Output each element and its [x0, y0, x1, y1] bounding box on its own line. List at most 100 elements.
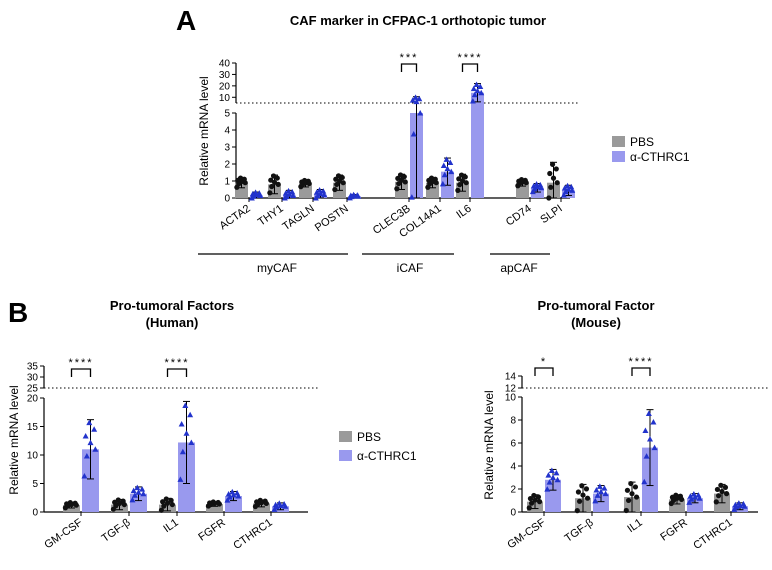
replicate-point [216, 501, 222, 507]
bar-treated-tgf [593, 493, 609, 512]
replicate-point [187, 411, 194, 418]
panel-b-legend-pbs-swatch [339, 431, 352, 442]
replicate-point [130, 487, 137, 494]
replicate-point [594, 492, 601, 498]
y-tick-label: 10 [219, 93, 231, 104]
significance-label-gm-csf: **** [68, 357, 93, 369]
replicate-point [647, 436, 653, 442]
x-tick-label-il1: IL1 [625, 517, 644, 536]
replicate-point [560, 191, 567, 198]
x-tick-label-gm-csf: GM-CSF [42, 516, 85, 551]
y-tick-label: 3 [224, 143, 230, 154]
replicate-point [394, 186, 400, 192]
replicate-point [478, 89, 485, 96]
replicate-point [688, 496, 695, 502]
x-tick-label-il1: IL1 [161, 517, 180, 536]
x-tick-label-cthrc1: CTHRC1 [691, 517, 734, 552]
replicate-point [409, 97, 416, 103]
y-tick-label: 12 [505, 384, 517, 395]
y-tick-label: 4 [224, 126, 230, 137]
y-tick-label: 2 [224, 160, 230, 171]
replicate-point [286, 191, 293, 197]
panel-a-legend-pbs-swatch [612, 136, 625, 147]
replicate-point [474, 87, 481, 94]
replicate-point [457, 182, 463, 188]
replicate-point [242, 180, 248, 186]
y-tick-label: 20 [219, 81, 231, 92]
replicate-point [140, 490, 147, 497]
replicate-point [473, 81, 480, 87]
replicate-point [441, 171, 448, 178]
replicate-point [285, 187, 292, 194]
replicate-point [396, 180, 402, 187]
replicate-point [641, 478, 648, 485]
replicate-point [517, 180, 523, 187]
bar-pbs-fgfr [206, 504, 223, 512]
bar-treated-gm-csf [545, 479, 561, 512]
significance-bracket-gm-csf [70, 368, 92, 377]
replicate-point [623, 507, 629, 514]
replicate-point [416, 95, 423, 102]
replicate-point [678, 496, 685, 502]
replicate-point [455, 187, 461, 193]
replicate-point [65, 503, 71, 509]
replicate-point [529, 188, 536, 195]
x-tick-label-acta2: ACTA2 [217, 203, 252, 233]
group-label-apcaf: apCAF [500, 261, 537, 275]
replicate-point [686, 499, 693, 505]
replicate-point [550, 175, 557, 181]
significance-label-il6: **** [457, 52, 482, 64]
replicate-point [569, 187, 576, 193]
replicate-point [273, 504, 280, 510]
replicate-point [208, 501, 214, 508]
replicate-point [340, 180, 346, 186]
panel-b-legend-pbs-label: PBS [357, 430, 381, 444]
replicate-point [715, 493, 722, 499]
panel-a-legend-treated-swatch [612, 151, 625, 162]
replicate-point [235, 493, 242, 499]
replicate-point [554, 180, 560, 186]
replicate-point [536, 499, 543, 505]
replicate-point [83, 452, 90, 459]
replicate-point [576, 498, 583, 504]
replicate-point [314, 192, 321, 199]
panel-a-letter: A [176, 5, 196, 36]
replicate-point [713, 499, 719, 505]
replicate-point [408, 194, 415, 200]
replicate-point [257, 192, 264, 198]
replicate-point [741, 503, 748, 509]
replicate-point [592, 497, 599, 504]
x-tick-label-cthrc1: CTHRC1 [231, 517, 274, 552]
bar-treated-tgf [130, 493, 147, 512]
replicate-point [178, 420, 185, 427]
replicate-point [300, 181, 306, 187]
y-tick-label: 15 [27, 422, 39, 433]
replicate-point [733, 504, 740, 510]
replicate-point [131, 492, 138, 498]
replicate-point [643, 453, 650, 459]
replicate-point [670, 497, 677, 503]
replicate-point [81, 472, 88, 479]
y-tick-label: 35 [27, 362, 39, 373]
replicate-point [255, 501, 261, 507]
replicate-point [135, 489, 142, 495]
x-tick-label-gm-csf: GM-CSF [505, 516, 548, 551]
replicate-point [168, 497, 174, 503]
replicate-point [427, 181, 433, 187]
replicate-point [651, 444, 658, 451]
replicate-point [413, 98, 420, 105]
y-tick-label: 6 [510, 439, 516, 450]
replicate-point [471, 91, 478, 98]
significance-bracket-il1 [631, 367, 651, 376]
replicate-point [263, 500, 269, 507]
replicate-point [289, 189, 296, 195]
replicate-point [696, 495, 703, 501]
replicate-point [183, 430, 190, 436]
x-tick-label-tgf: TGF-β [100, 517, 133, 545]
replicate-point [645, 410, 652, 416]
replicate-point [737, 502, 743, 508]
y-tick-label: 8 [510, 416, 516, 427]
replicate-point [401, 174, 407, 180]
replicate-point [575, 489, 582, 495]
